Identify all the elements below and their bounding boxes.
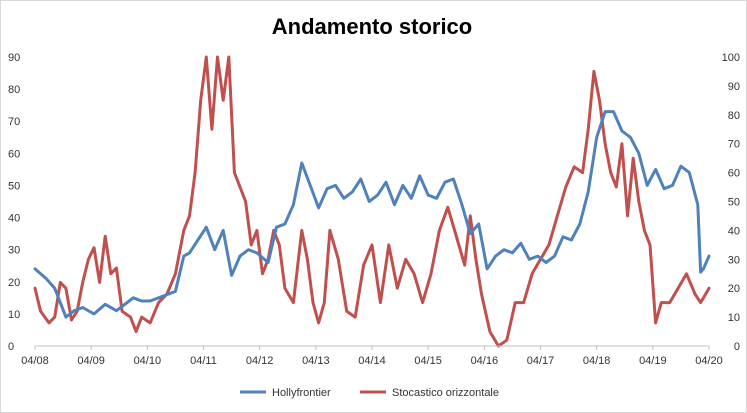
y-left-tick-label: 10 bbox=[8, 309, 20, 321]
x-tick-label: 04/10 bbox=[134, 355, 162, 367]
y-left-tick-label: 20 bbox=[8, 277, 20, 289]
x-tick-label: 04/14 bbox=[358, 355, 386, 367]
y-left-tick-label: 60 bbox=[8, 148, 20, 160]
y-right-tick-label: 100 bbox=[722, 52, 740, 64]
x-tick-label: 04/18 bbox=[583, 355, 611, 367]
series-line-stocastico-orizzontale bbox=[33, 55, 711, 348]
y-right-tick-label: 0 bbox=[734, 341, 740, 353]
legend: Hollyfrontier Stocastico orizzontale bbox=[240, 387, 499, 399]
y-left-tick-label: 40 bbox=[8, 213, 20, 225]
y-left-tick-label: 50 bbox=[8, 180, 20, 192]
x-tick-label: 04/19 bbox=[639, 355, 667, 367]
x-tick-label: 04/08 bbox=[21, 355, 49, 367]
series-line-hollyfrontier bbox=[33, 110, 711, 319]
y-left-tick-label: 90 bbox=[8, 52, 20, 64]
x-tick-label: 04/12 bbox=[246, 355, 274, 367]
series-layer bbox=[33, 55, 711, 348]
x-axis: 04/08 04/09 04/10 04/11 04/12 04/13 04/14 04/15… bbox=[21, 346, 723, 367]
y-right-tick-label: 20 bbox=[728, 283, 740, 295]
y-right-tick-label: 60 bbox=[728, 168, 740, 180]
x-tick-label: 04/13 bbox=[302, 355, 330, 367]
y-left-tick-label: 30 bbox=[8, 245, 20, 257]
x-tick-label: 04/09 bbox=[77, 355, 105, 367]
y-right-tick-label: 10 bbox=[728, 312, 740, 324]
y-right-tick-label: 30 bbox=[728, 254, 740, 266]
y-left-tick-label: 0 bbox=[8, 341, 14, 353]
chart-title: Andamento storico bbox=[272, 14, 472, 39]
legend-label: Stocastico orizzontale bbox=[392, 387, 499, 399]
y-axis-left: 0 10 20 30 40 50 60 70 80 90 bbox=[8, 52, 20, 353]
y-right-tick-label: 40 bbox=[728, 225, 740, 237]
x-tick-label: 04/15 bbox=[414, 355, 442, 367]
y-axis-right: 0 10 20 30 40 50 60 70 80 90 100 bbox=[722, 52, 740, 353]
x-tick-label: 04/17 bbox=[527, 355, 555, 367]
y-left-tick-label: 70 bbox=[8, 116, 20, 128]
y-right-tick-label: 80 bbox=[728, 110, 740, 122]
legend-label: Hollyfrontier bbox=[272, 387, 331, 399]
x-tick-label: 04/20 bbox=[695, 355, 723, 367]
y-left-tick-label: 80 bbox=[8, 84, 20, 96]
x-tick-label: 04/11 bbox=[190, 355, 217, 367]
y-right-tick-label: 70 bbox=[728, 139, 740, 151]
y-right-tick-label: 50 bbox=[728, 197, 740, 209]
y-right-tick-label: 90 bbox=[728, 81, 740, 93]
x-tick-label: 04/16 bbox=[471, 355, 499, 367]
